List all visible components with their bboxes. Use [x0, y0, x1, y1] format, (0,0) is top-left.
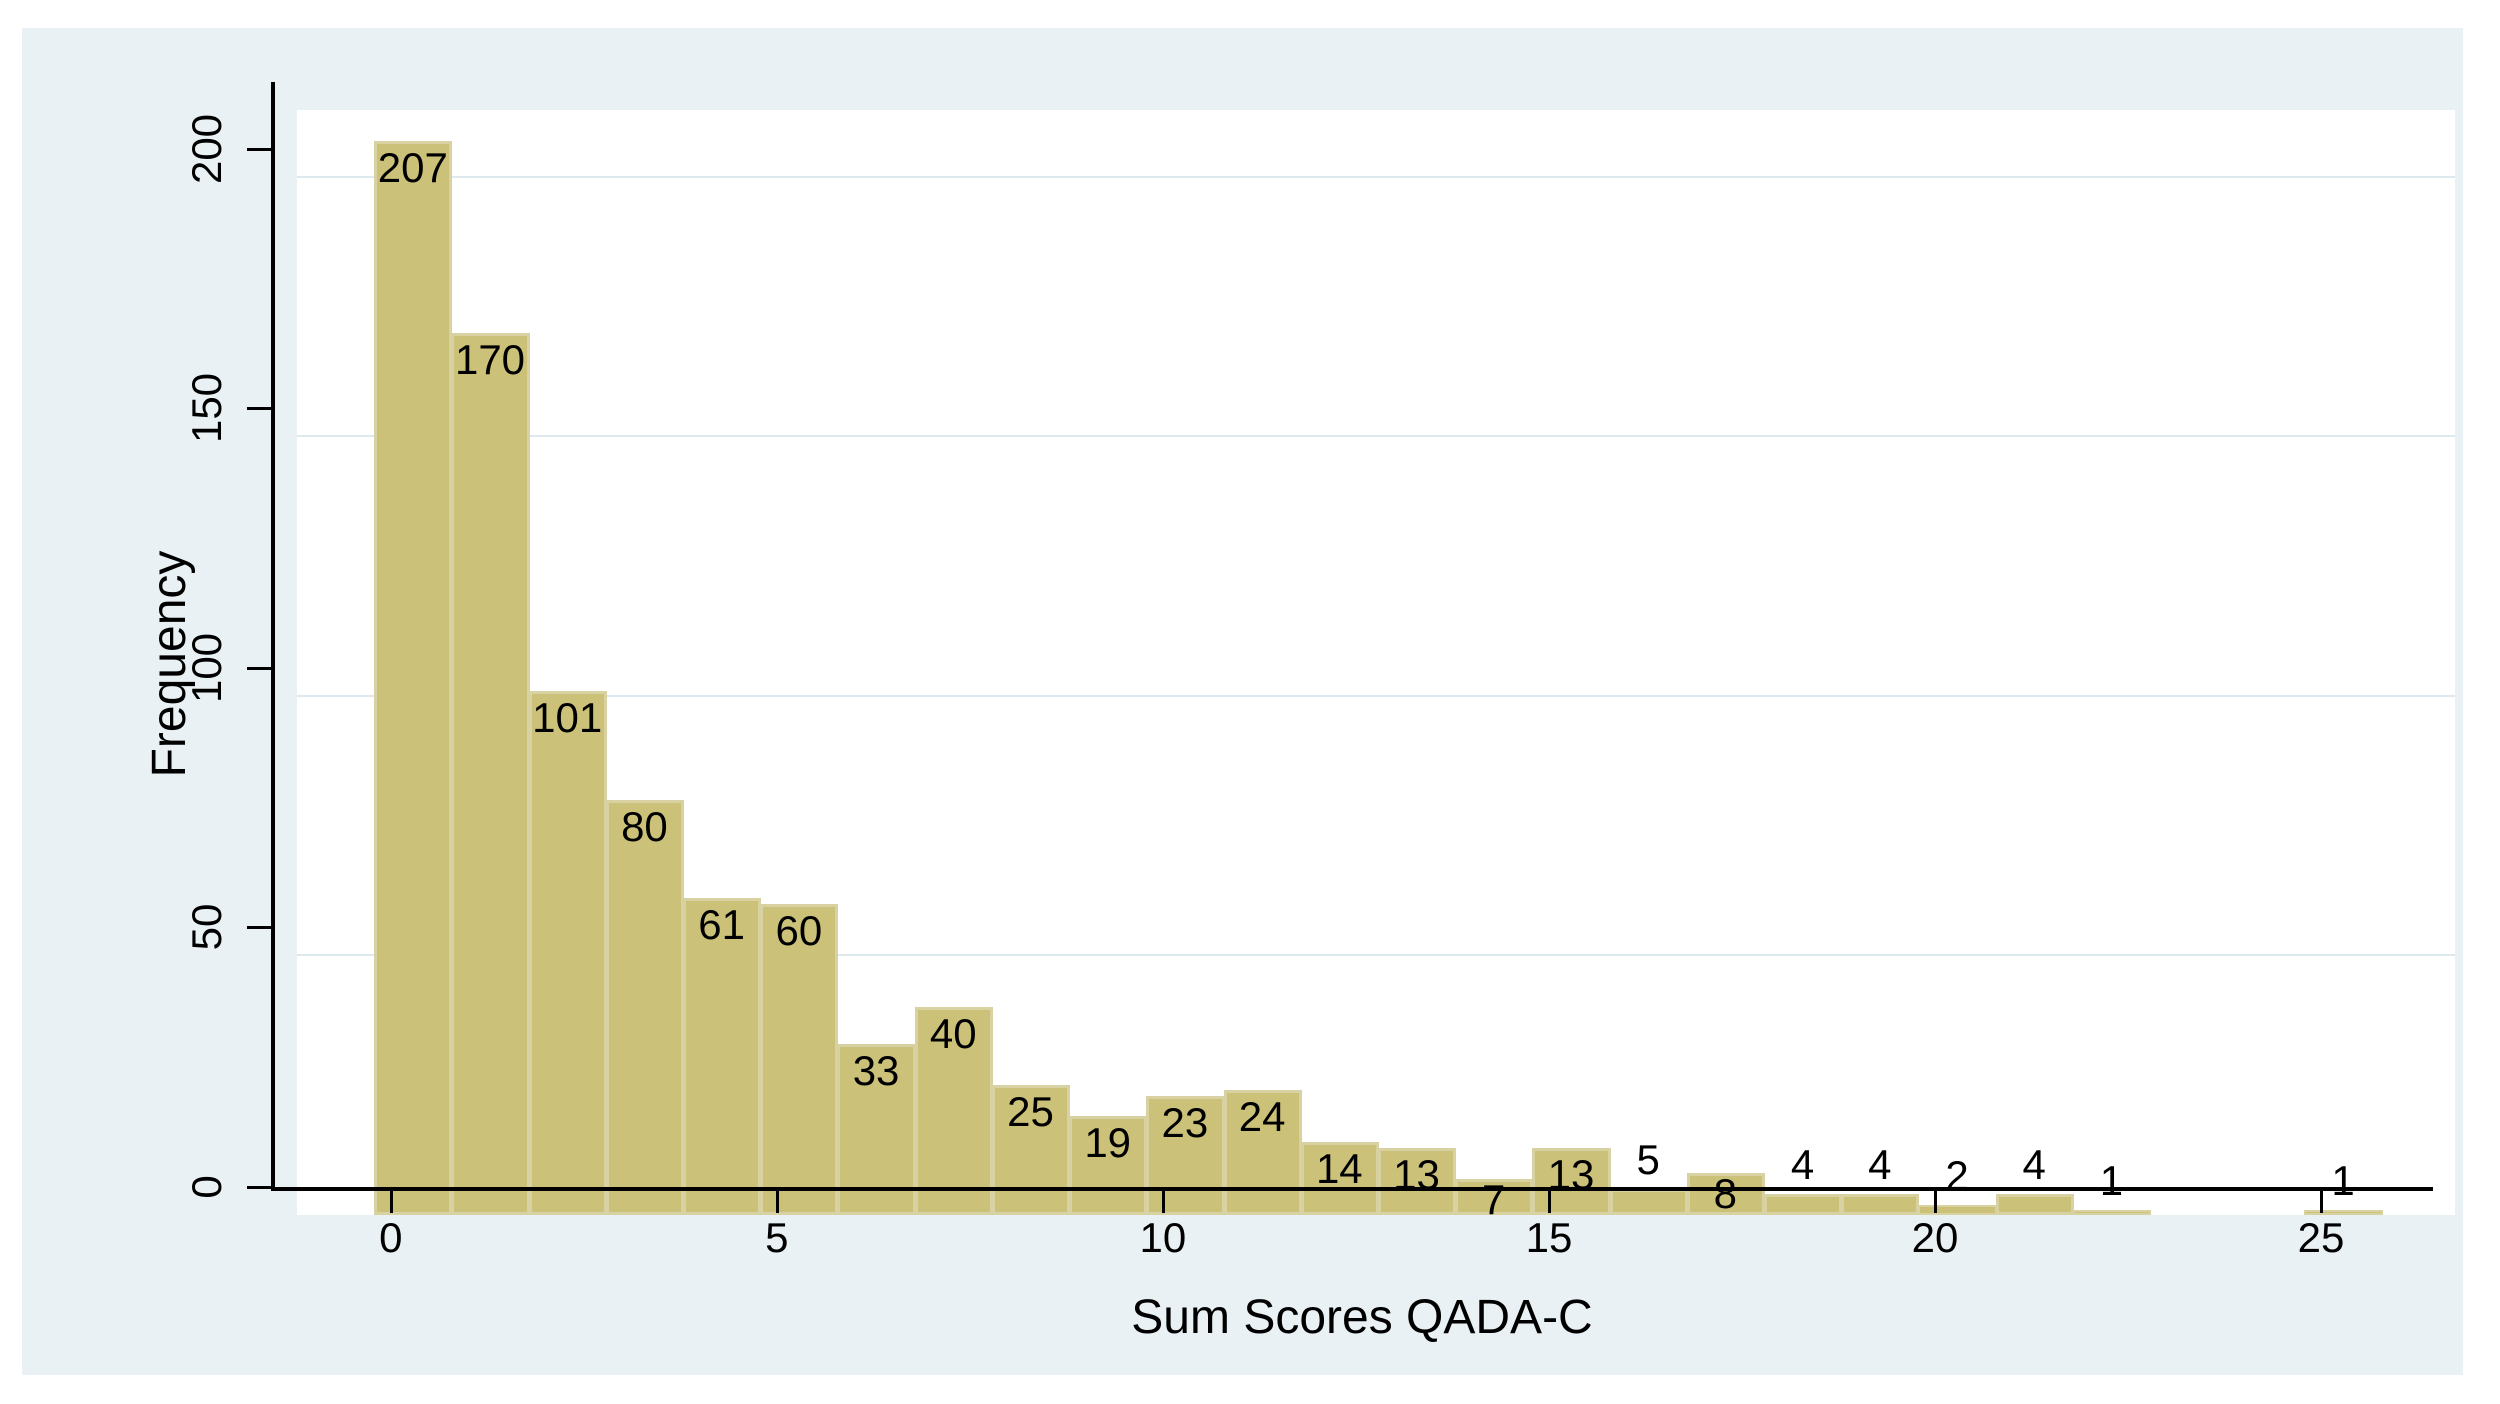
y-tick-100: [247, 666, 271, 670]
graph-region: 207 170 101 80 61 60 33 40 25 19 23 24 14 13 7 13 5 8 4 4 2 4…: [22, 28, 2463, 1375]
histogram-bar-x14: [1455, 1179, 1534, 1215]
x-tick-label-10: 10: [1139, 1214, 1187, 1261]
histogram-bar-x10: [1146, 1096, 1225, 1215]
x-tick-label-5: 5: [765, 1214, 789, 1261]
histogram-bar-x13: [1377, 1148, 1457, 1215]
histogram-bar-x17: [1686, 1173, 1765, 1215]
y-tick-200: [247, 147, 271, 151]
x-axis-line: [271, 1187, 2433, 1191]
histogram-bar-x8: [991, 1085, 1071, 1215]
histogram-bar-x21: [1995, 1194, 2074, 1215]
x-tick-10: [1161, 1191, 1165, 1213]
bar-value-label-x2: 101: [532, 694, 603, 741]
x-tick-label-15: 15: [1525, 1214, 1573, 1261]
gridline-y-150: [297, 435, 2455, 438]
bar-value-label-x22: 1: [2099, 1157, 2124, 1204]
histogram-bar-x1: [451, 333, 530, 1215]
bar-value-label-x16: 5: [1636, 1136, 1660, 1183]
bar-value-label-x5: 60: [775, 907, 823, 954]
histogram-bar-x9: [1069, 1116, 1148, 1215]
histogram-bar-x7: [914, 1007, 993, 1215]
histogram-bar-x25: [2304, 1210, 2383, 1215]
bar-value-label-x20: 2: [1945, 1152, 1969, 1199]
x-axis-title: Sum Scores QADA-C: [1131, 1291, 1593, 1344]
gridline-y-50: [297, 954, 2455, 957]
x-tick-label-20: 20: [1911, 1214, 1959, 1261]
bar-value-label-x19: 4: [1868, 1141, 1892, 1188]
bar-value-label-x1: 170: [454, 336, 526, 383]
gridline-y-200: [297, 175, 2455, 178]
y-tick-label-200: 200: [183, 113, 230, 184]
histogram-bar-x19: [1841, 1194, 1920, 1215]
y-tick-label-0: 0: [183, 1175, 230, 1199]
y-tick-0: [247, 1186, 271, 1189]
histogram-bar-x2: [528, 691, 607, 1215]
y-tick-label-150: 150: [183, 373, 230, 444]
bar-value-label-x4: 61: [698, 901, 745, 948]
bar-value-label-x10: 23: [1161, 1099, 1209, 1146]
bar-value-label-x0: 207: [377, 144, 448, 191]
bar-value-label-x11: 24: [1238, 1093, 1286, 1140]
y-tick-150: [247, 407, 271, 411]
histogram-bar-x11: [1223, 1090, 1302, 1215]
histogram-bar-x20: [1918, 1205, 1997, 1215]
bar-value-label-x7: 40: [929, 1010, 977, 1057]
bar-value-label-x3: 80: [621, 803, 668, 850]
histogram-bar-x6: [837, 1044, 916, 1215]
bar-value-label-x12: 14: [1315, 1145, 1363, 1192]
histogram-bar-x5: [760, 904, 839, 1215]
histogram-bar-x3: [605, 800, 685, 1215]
x-tick-20: [1934, 1191, 1937, 1213]
y-tick-label-50: 50: [183, 904, 230, 951]
x-tick-25: [2320, 1191, 2324, 1213]
y-axis-title: Frequency: [143, 550, 196, 778]
y-tick-50: [247, 926, 271, 930]
y-axis-line: [271, 82, 275, 1191]
histogram-bar-x12: [1300, 1142, 1379, 1215]
bar-value-label-x17: 8: [1713, 1170, 1738, 1217]
histogram-bar-x0: [374, 141, 453, 1215]
bar-value-label-x9: 19: [1084, 1119, 1132, 1166]
bar-value-label-x21: 4: [2022, 1141, 2046, 1188]
histogram-bar-x18: [1763, 1194, 1843, 1215]
bar-value-label-x6: 33: [852, 1047, 900, 1094]
bar-value-label-x25: 1: [2331, 1157, 2355, 1204]
bar-value-label-x8: 25: [1007, 1088, 1054, 1135]
histogram-bar-x22: [2072, 1210, 2152, 1215]
gridline-y-100: [297, 694, 2455, 697]
x-tick-15: [1547, 1191, 1551, 1213]
histogram-bar-x15: [1532, 1148, 1611, 1215]
x-tick-label-0: 0: [379, 1214, 403, 1261]
x-tick-5: [775, 1191, 779, 1213]
plot-area: 207 170 101 80 61 60 33 40 25 19 23 24 14 13 7 13 5 8 4 4 2 4…: [297, 110, 2455, 1221]
histogram-bar-x4: [683, 898, 762, 1215]
x-tick-label-25: 25: [2297, 1214, 2345, 1261]
bar-value-label-x18: 4: [1790, 1141, 1815, 1188]
x-tick-0: [389, 1191, 393, 1213]
